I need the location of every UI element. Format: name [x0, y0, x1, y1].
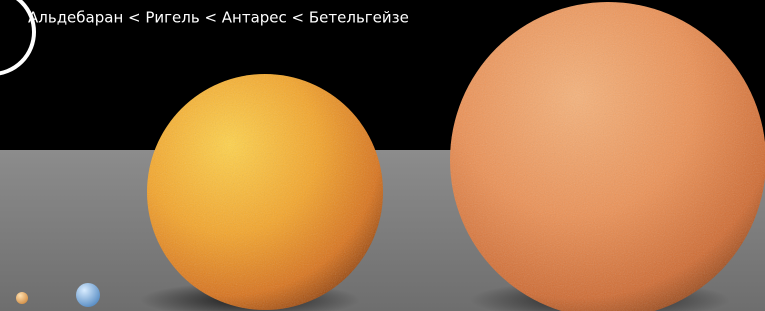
aldebaran — [16, 292, 28, 304]
rigel — [76, 283, 100, 307]
scene: Альдебаран < Ригель < Антарес < Бетельге… — [0, 0, 765, 311]
caption: Альдебаран < Ригель < Антарес < Бетельге… — [28, 9, 409, 27]
betelgeuse-texture — [450, 2, 765, 311]
page: {"caption": "Альдебаран < Ригель < Антар… — [0, 0, 765, 311]
antares-texture — [147, 74, 383, 310]
